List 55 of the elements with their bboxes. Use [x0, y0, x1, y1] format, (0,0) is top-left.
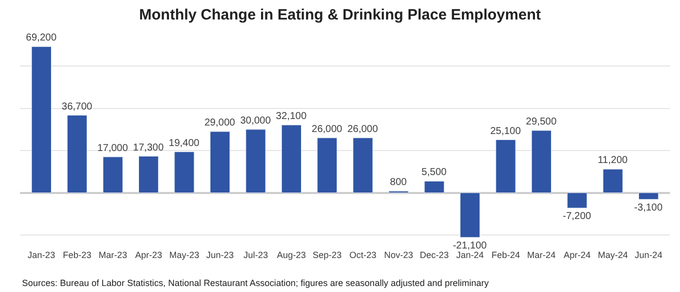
data-label: 19,400 — [168, 138, 200, 149]
data-label: 17,300 — [133, 142, 164, 154]
x-tick-label: Sep-23 — [312, 250, 342, 260]
x-tick-label: May-23 — [169, 250, 200, 260]
x-tick-label: Apr-24 — [564, 250, 591, 260]
bar — [138, 156, 159, 194]
x-tick-label: Dec-23 — [420, 250, 449, 260]
data-label: 26,000 — [312, 124, 343, 135]
bar — [460, 192, 480, 238]
x-tick-label: Oct-23 — [349, 250, 376, 260]
bar — [602, 168, 623, 194]
data-label: -21,100 — [452, 240, 488, 252]
x-tick-label: Apr-23 — [135, 250, 162, 260]
x-tick-label: Jan-24 — [456, 250, 484, 260]
data-label: 32,100 — [276, 110, 307, 122]
bar — [352, 138, 373, 194]
bar — [102, 156, 123, 194]
data-label: 29,500 — [526, 116, 557, 128]
data-label: -3,100 — [634, 202, 663, 214]
data-label: 25,100 — [490, 126, 522, 137]
data-label: 800 — [390, 177, 408, 188]
x-tick-label: Aug-23 — [276, 250, 306, 260]
data-label: 26,000 — [347, 124, 378, 135]
data-label: 29,000 — [204, 118, 236, 129]
bar — [317, 138, 338, 194]
data-label: -7,200 — [562, 211, 592, 222]
x-tick-label: May-24 — [598, 250, 628, 260]
bar — [246, 129, 266, 194]
data-label: 17,000 — [97, 142, 128, 154]
x-tick-label: Jul-23 — [243, 250, 268, 260]
bar — [67, 115, 88, 194]
bar — [638, 192, 659, 200]
bar — [531, 130, 552, 194]
bar — [496, 140, 516, 194]
bar — [31, 46, 52, 194]
x-tick-label: Mar-24 — [527, 250, 556, 260]
data-label: 36,700 — [62, 101, 93, 112]
bar — [174, 152, 194, 194]
x-tick-label: Nov-23 — [384, 250, 414, 260]
data-label: 11,200 — [598, 155, 628, 166]
bar — [210, 131, 230, 194]
bar — [424, 180, 444, 194]
bar — [281, 124, 302, 194]
bar — [567, 192, 588, 208]
x-tick-label: Feb-23 — [62, 250, 92, 260]
data-label: 5,500 — [422, 167, 448, 178]
x-tick-label: Feb-24 — [491, 250, 520, 260]
x-tick-label: Jun-24 — [634, 250, 662, 260]
data-label: 69,200 — [26, 32, 57, 44]
data-label: 30,000 — [240, 115, 272, 126]
chart-title: Monthly Change in Eating & Drinking Place Employment — [139, 6, 541, 24]
x-tick-label: Jun-23 — [206, 250, 234, 260]
x-tick-label: Mar-23 — [98, 250, 128, 260]
x-tick-label: Jan-23 — [28, 250, 56, 260]
source-note: Sources: Bureau of Labor Statistics, National Restaurant Association; figures are seasonally adjusted and preliminary — [22, 278, 490, 288]
